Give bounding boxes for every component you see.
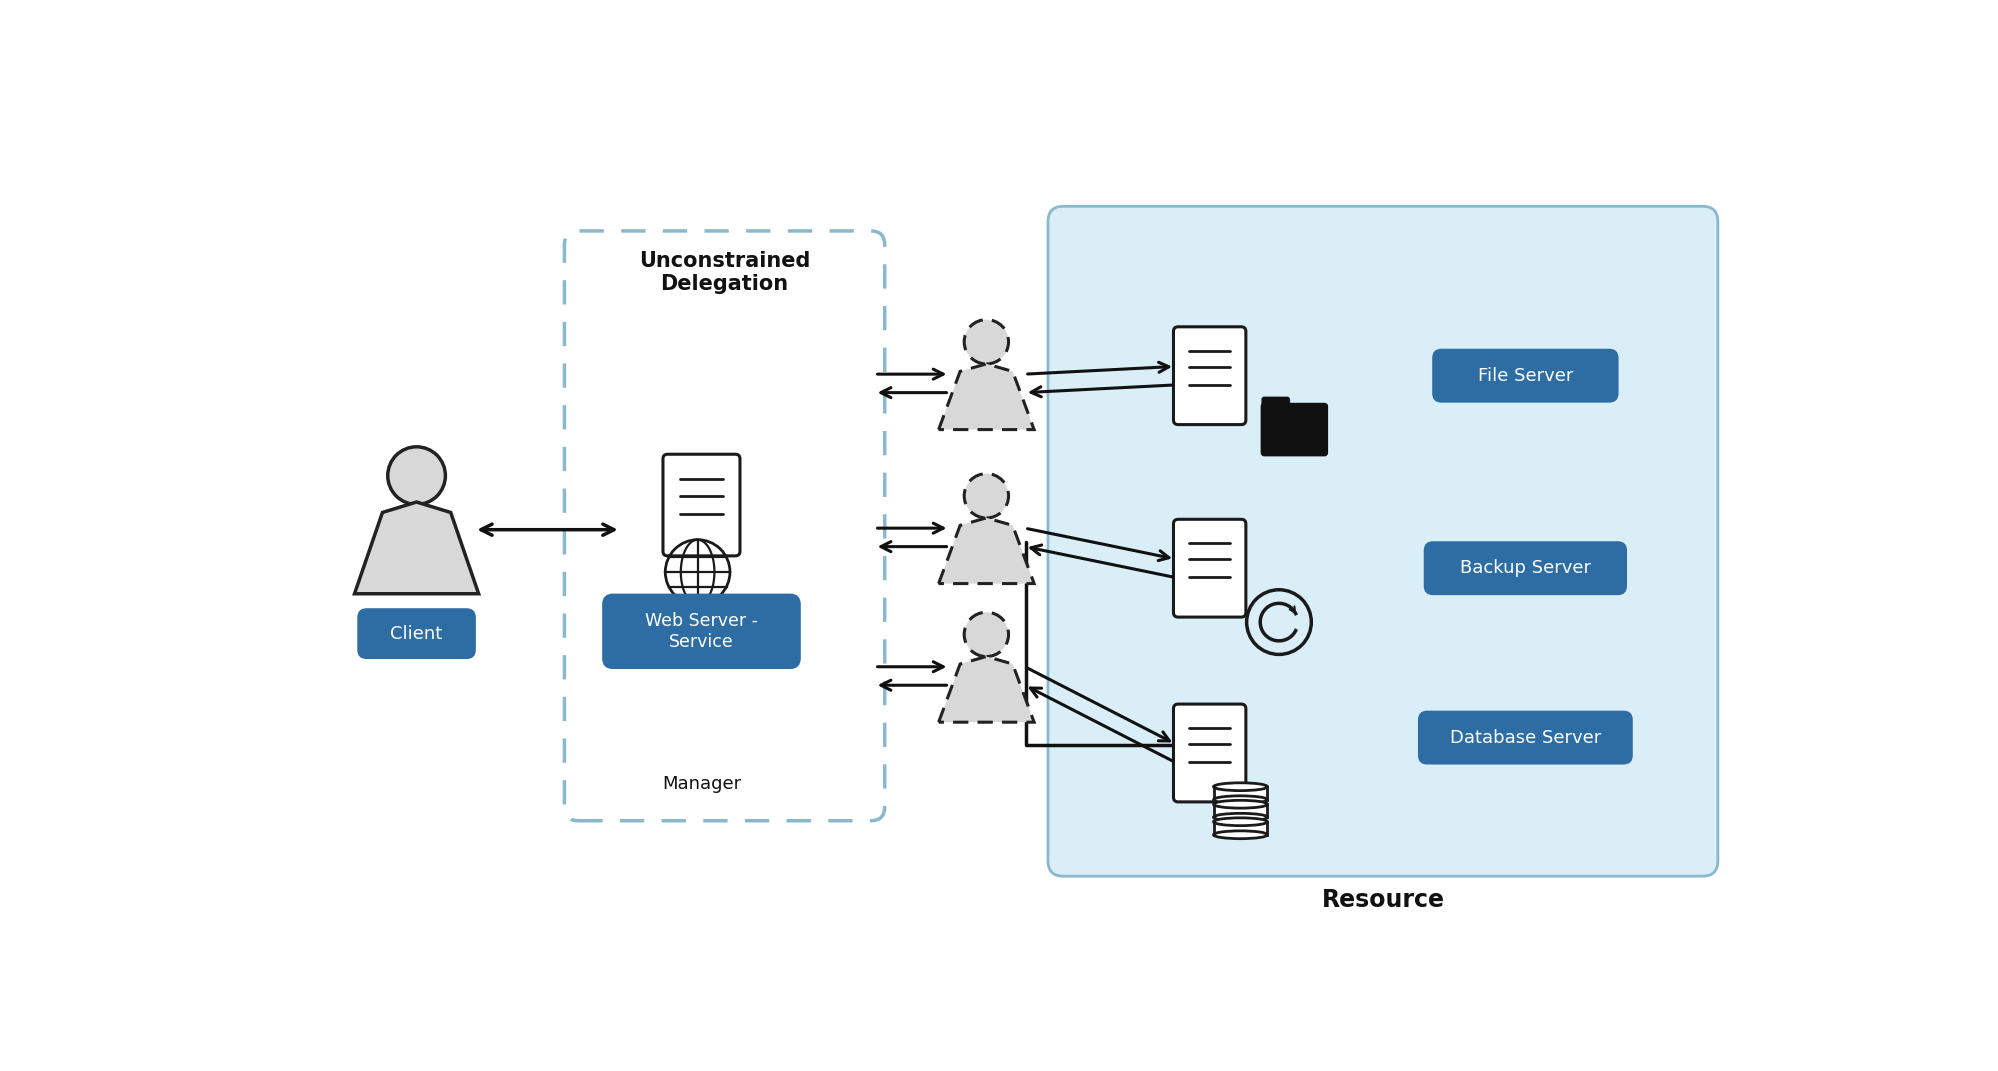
FancyBboxPatch shape [358, 608, 476, 659]
FancyBboxPatch shape [1047, 207, 1716, 876]
Text: Client: Client [390, 624, 442, 643]
Ellipse shape [1213, 783, 1267, 790]
Text: Manager: Manager [661, 775, 741, 793]
Ellipse shape [1213, 800, 1267, 809]
Polygon shape [1213, 787, 1267, 800]
Polygon shape [939, 657, 1033, 722]
Text: Resource: Resource [1321, 888, 1445, 911]
FancyBboxPatch shape [1173, 704, 1245, 802]
Text: Database Server: Database Server [1449, 728, 1600, 746]
Text: Web Server -
Service: Web Server - Service [645, 612, 757, 651]
FancyBboxPatch shape [1261, 404, 1327, 455]
Ellipse shape [1213, 831, 1267, 839]
Text: File Server: File Server [1477, 366, 1572, 384]
Polygon shape [939, 364, 1033, 429]
Text: Unconstrained
Delegation: Unconstrained Delegation [639, 251, 809, 295]
FancyBboxPatch shape [1417, 711, 1632, 765]
FancyBboxPatch shape [563, 231, 885, 820]
Circle shape [963, 319, 1009, 364]
FancyBboxPatch shape [1263, 398, 1289, 412]
Polygon shape [939, 518, 1033, 584]
Ellipse shape [1213, 796, 1267, 803]
FancyBboxPatch shape [601, 593, 801, 669]
FancyBboxPatch shape [1431, 349, 1618, 403]
FancyBboxPatch shape [1423, 541, 1626, 595]
FancyBboxPatch shape [663, 454, 739, 556]
Circle shape [963, 473, 1009, 518]
Text: Backup Server: Backup Server [1459, 559, 1590, 577]
Ellipse shape [1213, 813, 1267, 821]
Circle shape [963, 613, 1009, 657]
Polygon shape [354, 502, 478, 593]
FancyBboxPatch shape [1173, 327, 1245, 424]
Polygon shape [1213, 804, 1267, 817]
Polygon shape [1213, 821, 1267, 834]
FancyBboxPatch shape [1173, 519, 1245, 617]
Circle shape [388, 447, 446, 504]
Ellipse shape [1213, 818, 1267, 826]
